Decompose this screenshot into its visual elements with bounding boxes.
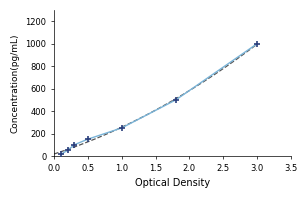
Y-axis label: Concentration(pg/mL): Concentration(pg/mL) <box>11 33 20 133</box>
X-axis label: Optical Density: Optical Density <box>135 178 210 188</box>
